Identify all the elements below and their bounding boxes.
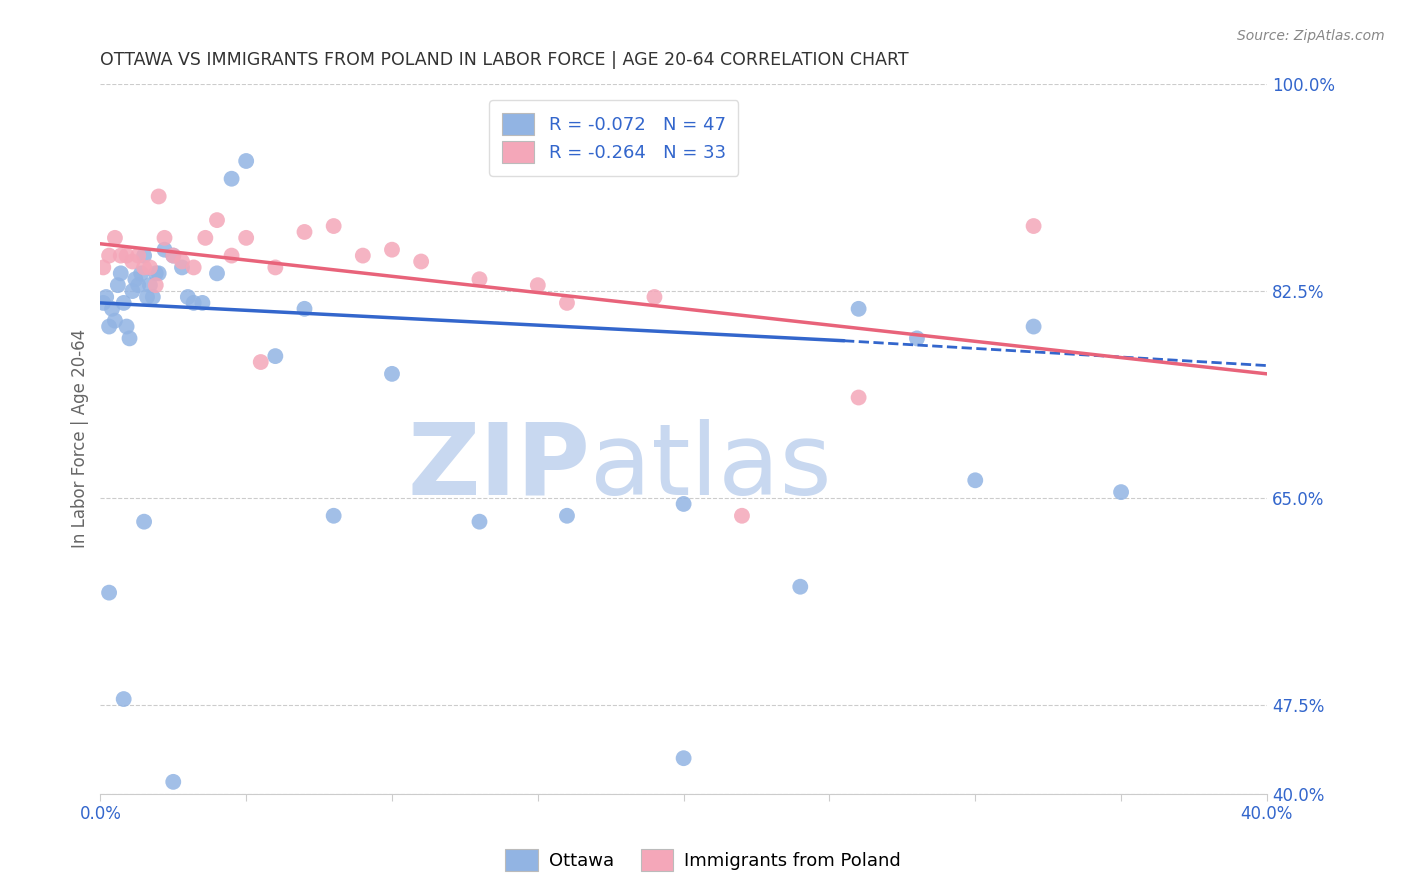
- Point: [643, 290, 665, 304]
- Point: [148, 266, 170, 280]
- Point: [132, 515, 155, 529]
- Point: [221, 171, 243, 186]
- Point: [468, 515, 491, 529]
- Point: [905, 331, 928, 345]
- Y-axis label: In Labor Force | Age 20-64: In Labor Force | Age 20-64: [72, 329, 89, 549]
- Point: [183, 296, 205, 310]
- Point: [177, 290, 200, 304]
- Point: [104, 313, 127, 327]
- Point: [848, 391, 870, 405]
- Text: OTTAWA VS IMMIGRANTS FROM POLAND IN LABOR FORCE | AGE 20-64 CORRELATION CHART: OTTAWA VS IMMIGRANTS FROM POLAND IN LABO…: [100, 51, 908, 69]
- Point: [294, 301, 316, 316]
- Point: [468, 272, 491, 286]
- Point: [264, 260, 287, 275]
- Point: [112, 692, 135, 706]
- Point: [136, 290, 159, 304]
- Point: [98, 585, 121, 599]
- Point: [110, 266, 132, 280]
- Point: [132, 249, 155, 263]
- Point: [104, 231, 127, 245]
- Point: [672, 751, 695, 765]
- Point: [118, 331, 141, 345]
- Point: [249, 355, 271, 369]
- Point: [107, 278, 129, 293]
- Point: [205, 266, 228, 280]
- Point: [235, 231, 257, 245]
- Point: [162, 775, 184, 789]
- Point: [115, 249, 138, 263]
- Point: [91, 296, 114, 310]
- Point: [352, 249, 374, 263]
- Point: [162, 249, 184, 263]
- Point: [1022, 219, 1045, 233]
- Point: [112, 296, 135, 310]
- Point: [145, 266, 167, 280]
- Point: [91, 260, 114, 275]
- Point: [1109, 485, 1132, 500]
- Point: [153, 243, 176, 257]
- Point: [965, 473, 987, 487]
- Point: [162, 249, 184, 263]
- Point: [264, 349, 287, 363]
- Point: [170, 254, 193, 268]
- Text: atlas: atlas: [591, 418, 832, 516]
- Point: [170, 260, 193, 275]
- Point: [139, 260, 162, 275]
- Point: [555, 508, 578, 523]
- Point: [789, 580, 811, 594]
- Point: [142, 290, 165, 304]
- Point: [411, 254, 433, 268]
- Point: [115, 319, 138, 334]
- Point: [121, 284, 143, 298]
- Point: [527, 278, 550, 293]
- Point: [121, 254, 143, 268]
- Text: ZIP: ZIP: [408, 418, 591, 516]
- Point: [221, 249, 243, 263]
- Text: Source: ZipAtlas.com: Source: ZipAtlas.com: [1237, 29, 1385, 43]
- Point: [98, 249, 121, 263]
- Point: [145, 278, 167, 293]
- Point: [294, 225, 316, 239]
- Point: [139, 278, 162, 293]
- Point: [127, 278, 149, 293]
- Point: [322, 508, 344, 523]
- Point: [153, 231, 176, 245]
- Point: [235, 153, 257, 168]
- Point: [132, 260, 155, 275]
- Legend: R = -0.072   N = 47, R = -0.264   N = 33: R = -0.072 N = 47, R = -0.264 N = 33: [489, 100, 738, 176]
- Point: [110, 249, 132, 263]
- Point: [381, 243, 404, 257]
- Point: [848, 301, 870, 316]
- Point: [731, 508, 754, 523]
- Point: [127, 249, 149, 263]
- Point: [183, 260, 205, 275]
- Point: [129, 266, 152, 280]
- Point: [124, 272, 146, 286]
- Point: [191, 296, 214, 310]
- Point: [322, 219, 344, 233]
- Point: [194, 231, 217, 245]
- Point: [205, 213, 228, 227]
- Point: [148, 189, 170, 203]
- Point: [96, 290, 118, 304]
- Point: [98, 319, 121, 334]
- Point: [555, 296, 578, 310]
- Point: [672, 497, 695, 511]
- Point: [101, 301, 124, 316]
- Point: [1022, 319, 1045, 334]
- Point: [381, 367, 404, 381]
- Legend: Ottawa, Immigrants from Poland: Ottawa, Immigrants from Poland: [498, 842, 908, 879]
